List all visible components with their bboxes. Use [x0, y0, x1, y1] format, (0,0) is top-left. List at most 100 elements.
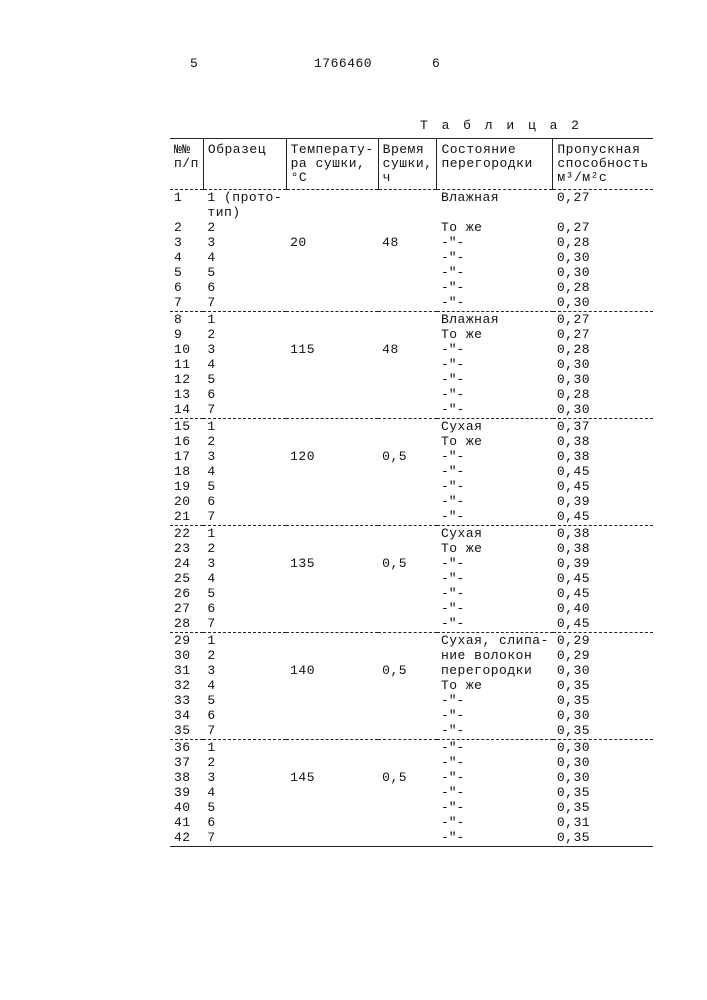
- cell-index: 6: [170, 280, 203, 295]
- cell-temp: [286, 755, 378, 770]
- cell-temp: [286, 601, 378, 616]
- cell-sample: 5: [203, 800, 286, 815]
- cell-temp: 140: [286, 663, 378, 678]
- table-row: 427-"-0,35: [170, 830, 653, 845]
- cell-sample: 3: [203, 556, 286, 571]
- cell-sample: 7: [203, 295, 286, 310]
- cell-index: 32: [170, 678, 203, 693]
- table-row: 125-"-0,30: [170, 372, 653, 387]
- cell-sample: 7: [203, 509, 286, 524]
- cell-index: 31: [170, 663, 203, 678]
- cell-temp: [286, 800, 378, 815]
- cell-time: [378, 800, 437, 815]
- cell-sample: 4: [203, 464, 286, 479]
- cell-state: -"-: [437, 571, 553, 586]
- cell-state: Сухая, слипа-: [437, 633, 553, 649]
- data-table: №№ п/п Образец Температу- ра сушки, °С В…: [170, 138, 653, 847]
- cell-time: [378, 755, 437, 770]
- table-row: 136-"-0,28: [170, 387, 653, 402]
- cell-capacity: 0,31: [553, 815, 653, 830]
- table-row: 3131400,5перегородки0,30: [170, 663, 653, 678]
- cell-state: -"-: [437, 770, 553, 785]
- cell-index: 28: [170, 616, 203, 631]
- cell-index: 24: [170, 556, 203, 571]
- table-row: 221Сухая0,38: [170, 526, 653, 542]
- cell-temp: [286, 693, 378, 708]
- cell-capacity: 0,40: [553, 601, 653, 616]
- cell-sample: 3: [203, 235, 286, 250]
- cell-index: 35: [170, 723, 203, 738]
- cell-index: 33: [170, 693, 203, 708]
- cell-temp: [286, 295, 378, 310]
- cell-state: -"-: [437, 723, 553, 738]
- cell-sample: 5: [203, 479, 286, 494]
- cell-index: 23: [170, 541, 203, 556]
- table-row: 265-"-0,45: [170, 586, 653, 601]
- cell-capacity: 0,35: [553, 830, 653, 845]
- table-row: 346-"-0,30: [170, 708, 653, 723]
- table-row: 291Сухая, слипа-0,29: [170, 633, 653, 649]
- table-row: 3831450,5-"-0,30: [170, 770, 653, 785]
- cell-state: перегородки: [437, 663, 553, 678]
- cell-time: [378, 402, 437, 417]
- cell-index: 3: [170, 235, 203, 250]
- table-row: 332048-"-0,28: [170, 235, 653, 250]
- cell-temp: [286, 526, 378, 542]
- cell-capacity: 0,28: [553, 235, 653, 250]
- cell-state: То же: [437, 678, 553, 693]
- cell-temp: [286, 708, 378, 723]
- cell-index: 40: [170, 800, 203, 815]
- cell-time: 0,5: [378, 449, 437, 464]
- cell-sample: 4: [203, 571, 286, 586]
- cell-state: То же: [437, 220, 553, 235]
- cell-sample: 7: [203, 402, 286, 417]
- cell-sample: 2: [203, 755, 286, 770]
- cell-capacity: 0,27: [553, 190, 653, 221]
- cell-state: -"-: [437, 601, 553, 616]
- cell-temp: [286, 616, 378, 631]
- cell-sample: 3: [203, 449, 286, 464]
- cell-time: [378, 265, 437, 280]
- table-row: 217-"-0,45: [170, 509, 653, 524]
- cell-sample: 4: [203, 250, 286, 265]
- cell-state: -"-: [437, 357, 553, 372]
- table-body: 11 (прото- тип)Влажная0,2722То же0,27332…: [170, 190, 653, 847]
- cell-sample: 6: [203, 280, 286, 295]
- cell-time: [378, 541, 437, 556]
- cell-temp: 115: [286, 342, 378, 357]
- cell-state: -"-: [437, 830, 553, 845]
- col-temp: Температу- ра сушки, °С: [286, 139, 378, 190]
- cell-capacity: 0,27: [553, 312, 653, 328]
- cell-state: -"-: [437, 342, 553, 357]
- cell-temp: [286, 464, 378, 479]
- cell-temp: 20: [286, 235, 378, 250]
- cell-sample: 3: [203, 342, 286, 357]
- cell-capacity: 0,30: [553, 770, 653, 785]
- cell-sample: 4: [203, 785, 286, 800]
- cell-index: 17: [170, 449, 203, 464]
- cell-capacity: 0,28: [553, 280, 653, 295]
- table-row: 195-"-0,45: [170, 479, 653, 494]
- cell-temp: [286, 419, 378, 435]
- cell-index: 41: [170, 815, 203, 830]
- cell-index: 34: [170, 708, 203, 723]
- cell-time: [378, 526, 437, 542]
- cell-temp: [286, 387, 378, 402]
- col-state: Состояние перегородки: [437, 139, 553, 190]
- cell-temp: 135: [286, 556, 378, 571]
- cell-capacity: 0,30: [553, 755, 653, 770]
- cell-state: -"-: [437, 479, 553, 494]
- cell-state: То же: [437, 434, 553, 449]
- cell-index: 42: [170, 830, 203, 845]
- cell-index: 21: [170, 509, 203, 524]
- cell-capacity: 0,30: [553, 265, 653, 280]
- cell-sample: 1 (прото- тип): [203, 190, 286, 221]
- table-row: 92То же0,27: [170, 327, 653, 342]
- table-row: 151Сухая0,37: [170, 419, 653, 435]
- table-row: 372-"-0,30: [170, 755, 653, 770]
- cell-sample: 1: [203, 633, 286, 649]
- cell-index: 38: [170, 770, 203, 785]
- cell-temp: [286, 402, 378, 417]
- cell-time: [378, 280, 437, 295]
- cell-state: -"-: [437, 693, 553, 708]
